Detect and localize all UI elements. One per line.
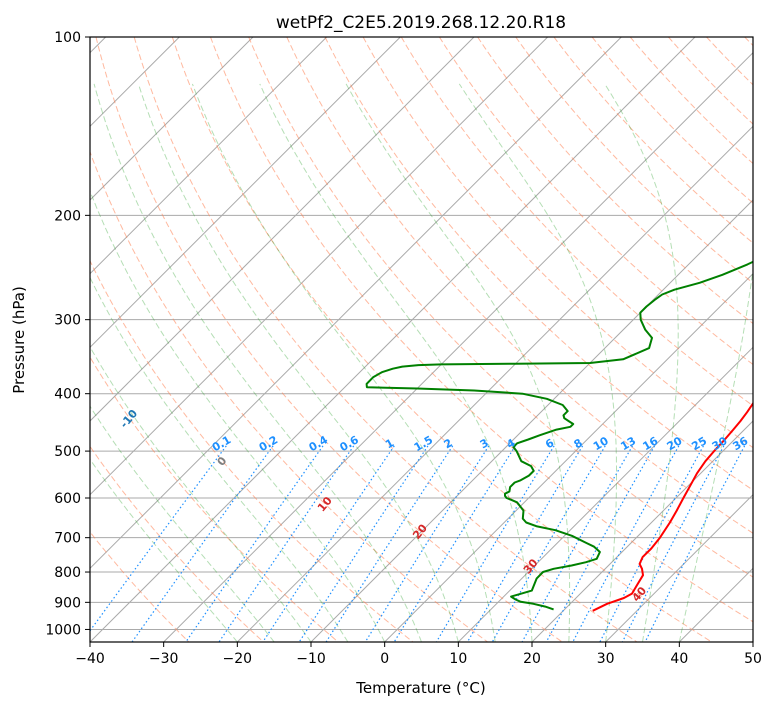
dry-adiabat-line xyxy=(95,37,563,642)
dry-adiabat-line xyxy=(362,37,753,449)
isotherm-line xyxy=(457,346,753,642)
mixing-ratio-line xyxy=(131,445,274,642)
y-tick-label: 100 xyxy=(54,30,81,46)
dewpoint-profile-line xyxy=(365,260,753,611)
mixing-ratio-line xyxy=(545,445,656,642)
x-tick-label: −10 xyxy=(296,651,326,667)
dry-adiabat-line xyxy=(133,37,638,642)
temperature-profile-line xyxy=(592,401,753,612)
isotherm-line xyxy=(90,37,475,422)
isotherm-line xyxy=(531,420,753,642)
y-tick-label: 700 xyxy=(54,531,81,547)
x-tick-label: 20 xyxy=(523,651,541,667)
moist-adiabat-line xyxy=(90,189,386,642)
series-layer xyxy=(365,260,753,612)
plot-frame xyxy=(89,36,754,643)
dry-adiabat-line xyxy=(248,37,753,578)
chart-title: wetPf2_C2E5.2019.268.12.20.R18 xyxy=(276,13,566,33)
isotherm-line xyxy=(90,37,622,570)
mixing-ratio-line xyxy=(572,445,680,642)
moist-adiabat-line xyxy=(345,83,571,642)
dry-adiabat-line xyxy=(515,37,753,284)
mixing-ratio-line xyxy=(90,445,227,632)
moist-adiabat-line xyxy=(458,83,617,642)
mixing-ratio-line xyxy=(621,445,725,642)
isotherm-line xyxy=(90,37,696,642)
x-tick-label: 0 xyxy=(380,651,389,667)
y-tick-label: 900 xyxy=(54,595,81,611)
isotherm-line xyxy=(605,493,753,642)
x-tick-label: −20 xyxy=(223,651,253,667)
dry-adiabat-line xyxy=(90,445,264,642)
y-tick-label: 500 xyxy=(54,444,81,460)
moist-adiabat-line xyxy=(90,345,312,642)
isotherm-line xyxy=(90,37,401,349)
dry-adiabat-line xyxy=(90,259,414,642)
mixing-ratio-line xyxy=(262,445,395,642)
dry-adiabat-line xyxy=(90,356,339,642)
dry-adiabat-line xyxy=(90,531,190,642)
y-tick-label: 400 xyxy=(54,387,81,403)
y-tick-label: 300 xyxy=(54,313,81,329)
y-tick-label: 800 xyxy=(54,565,81,581)
mixing-ratio-line xyxy=(393,445,516,642)
x-tick-label: 50 xyxy=(744,651,762,667)
x-tick-label: 40 xyxy=(670,651,688,667)
mixing-ratio-line xyxy=(521,445,634,642)
moist-adiabat-line xyxy=(259,83,533,642)
moist-adiabat-line xyxy=(90,405,275,642)
isotherm-line xyxy=(90,37,328,275)
y-tick-label: 600 xyxy=(54,491,81,507)
dry-adiabat-line xyxy=(171,37,712,642)
isotherm-line xyxy=(163,51,753,642)
moist-adiabat-line xyxy=(678,83,753,642)
moist-adiabat-line xyxy=(137,83,459,642)
x-tick-label: 10 xyxy=(449,651,467,667)
x-tick-label: 30 xyxy=(597,651,615,667)
dry-adiabat-line xyxy=(438,37,753,366)
moist-adiabat-line xyxy=(93,83,422,642)
x-axis: −40 −30 −20 −10 0 10 20 30 40 50 xyxy=(75,642,762,667)
x-axis-title: Temperature (°C) xyxy=(355,679,485,697)
isotherm-line xyxy=(90,37,254,201)
isotherm-line xyxy=(310,199,753,642)
y-axis: 100 200 300 400 500 600 700 800 900 1000 xyxy=(45,30,90,638)
mixing-ratio-line xyxy=(325,445,454,642)
isotherm-line xyxy=(384,272,753,642)
mixing-ratio-line xyxy=(644,445,746,642)
x-tick-label: −40 xyxy=(75,651,105,667)
dry-adiabat-line xyxy=(629,37,753,165)
mixing-ratio-line xyxy=(364,445,490,642)
y-axis-title: Pressure (hPa) xyxy=(10,286,28,394)
y-tick-label: 200 xyxy=(54,208,81,224)
isotherm-line xyxy=(90,37,549,496)
background-lines xyxy=(90,37,753,642)
x-tick-label: −30 xyxy=(149,651,179,667)
mixing-ratio-line xyxy=(491,445,606,642)
dry-adiabat-line xyxy=(477,37,753,325)
mixing-ratio-line xyxy=(185,445,324,642)
dry-adiabat-line xyxy=(400,37,753,407)
isotherm-line xyxy=(236,125,753,642)
moist-adiabat-line xyxy=(90,276,349,642)
dry-adiabat-line xyxy=(210,37,753,623)
moist-adiabat-line xyxy=(604,83,679,642)
moist-adiabat-line xyxy=(191,83,496,642)
y-tick-label: 1000 xyxy=(45,622,81,638)
mixing-ratio-line xyxy=(599,445,704,642)
dry-adiabat-line xyxy=(591,37,753,204)
